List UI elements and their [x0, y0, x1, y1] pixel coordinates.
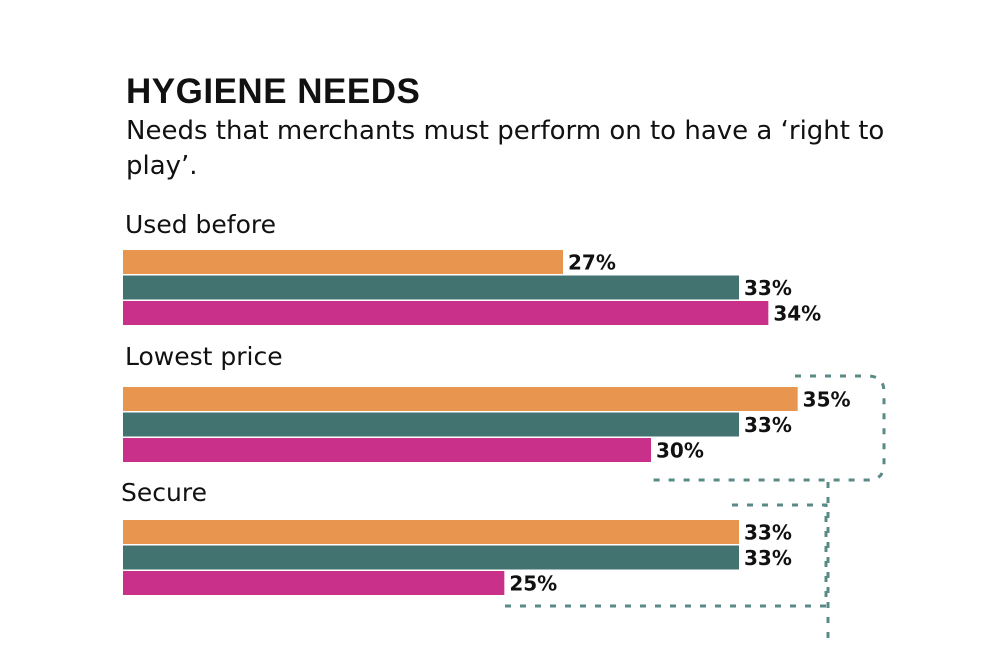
bar [123, 301, 769, 325]
chart-subtitle: Needs that merchants must perform on to … [126, 116, 885, 181]
bar [123, 275, 739, 300]
decoration [498, 374, 886, 645]
bar [123, 545, 739, 570]
value-label: 33% [744, 276, 792, 300]
value-label: 35% [803, 388, 851, 412]
category-label: Lowest price [125, 342, 283, 371]
bar [123, 520, 739, 544]
value-label: 27% [568, 251, 616, 275]
bar [123, 412, 739, 437]
bar [123, 571, 505, 595]
bracket [498, 503, 828, 608]
category-label: Used before [125, 210, 276, 239]
value-label: 33% [744, 413, 792, 437]
value-label: 34% [773, 302, 821, 326]
bar [123, 250, 563, 274]
chart-title: HYGIENE NEEDS [126, 72, 421, 111]
value-label: 33% [744, 521, 792, 545]
value-label: 33% [744, 546, 792, 570]
bar [123, 438, 651, 462]
value-label: 30% [656, 439, 704, 463]
bar [123, 387, 798, 411]
value-label: 25% [509, 572, 557, 596]
category-label: Secure [121, 478, 207, 507]
bracket [650, 374, 886, 482]
